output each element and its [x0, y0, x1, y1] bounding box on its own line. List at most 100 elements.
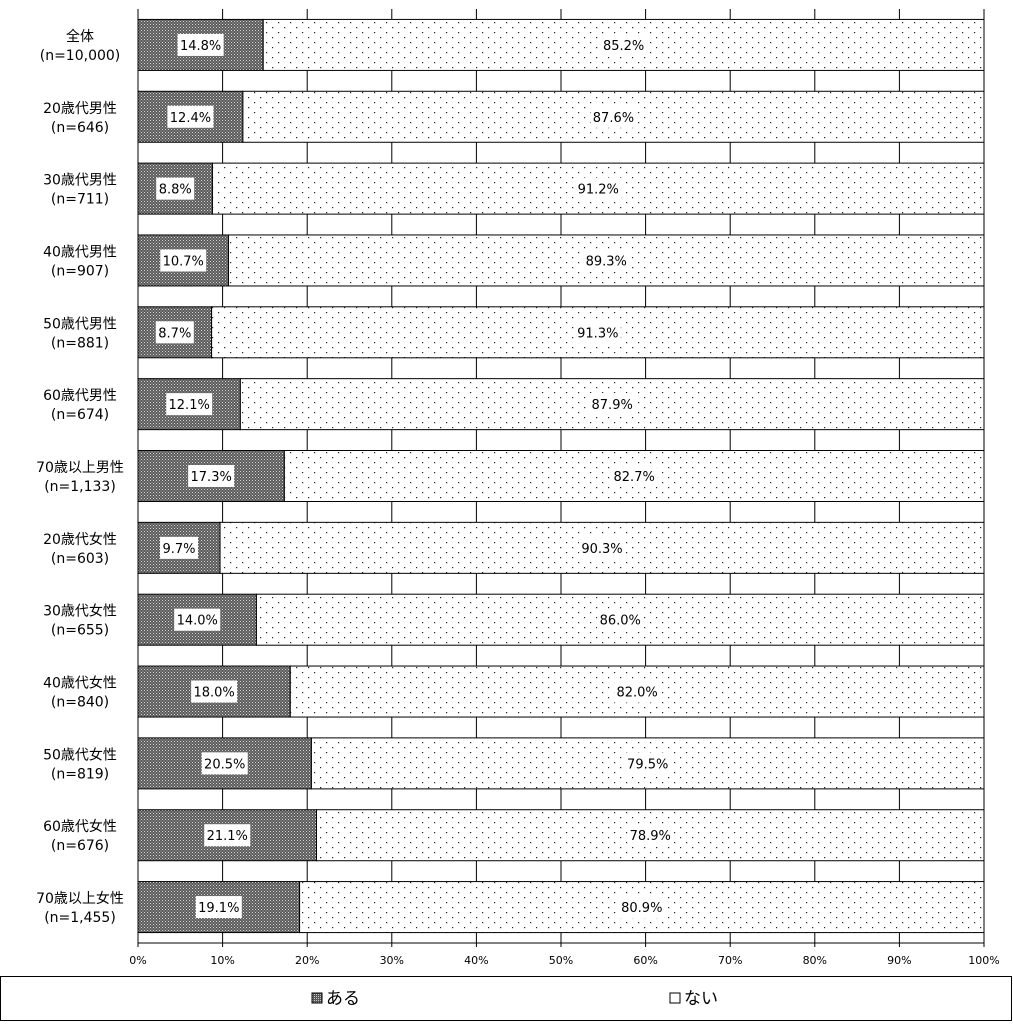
- x-tick-label: 40%: [464, 954, 488, 967]
- x-tick-label: 90%: [887, 954, 911, 967]
- category-n-label: (n=1,455): [44, 910, 116, 926]
- value-label-box: [597, 608, 644, 631]
- legend-box: [0, 976, 1012, 1021]
- value-label-nai: 86.0%: [600, 614, 641, 629]
- value-label-nai: 82.0%: [616, 686, 657, 701]
- category-n-label: (n=907): [51, 263, 109, 279]
- category-n-label: (n=655): [51, 623, 109, 639]
- value-label-box: [627, 824, 674, 847]
- x-tick-label: 20%: [295, 954, 319, 967]
- category-label: 50歳代女性: [43, 746, 117, 763]
- value-label-nai: 85.2%: [603, 39, 644, 54]
- value-label-aru: 12.4%: [170, 111, 211, 126]
- value-label-aru: 8.8%: [159, 183, 192, 198]
- category-labels: 全体 (n=10,000) 20歳代男性 (n=646) 30歳代男性 (n=711) 40…: [36, 28, 124, 926]
- value-label-nai: 87.6%: [593, 111, 634, 126]
- x-tick-label: 0%: [129, 954, 146, 967]
- category-label: 50歳代男性: [43, 316, 117, 332]
- x-axis: 0% 10% 20% 30% 40% 50% 60% 70% 80% 90% 100%: [129, 9, 1000, 967]
- value-label-box: [589, 393, 636, 416]
- value-label-box: [575, 177, 622, 200]
- value-label-nai: 91.2%: [578, 183, 619, 198]
- value-label-aru: 9.7%: [163, 542, 196, 557]
- value-label-box: [174, 608, 221, 631]
- category-n-label: (n=840): [51, 695, 109, 711]
- category-label: 30歳代女性: [43, 603, 117, 620]
- category-label: 全体: [66, 28, 94, 45]
- category-label: 60歳代女性: [43, 818, 117, 835]
- value-label-box: [618, 896, 665, 919]
- category-n-label: (n=676): [51, 838, 109, 854]
- value-label-box: [156, 177, 195, 200]
- value-label-box: [166, 393, 213, 416]
- category-label: 20歳代男性: [43, 101, 117, 117]
- value-label-aru: 20.5%: [204, 757, 245, 772]
- value-label-nai: 89.3%: [586, 254, 627, 269]
- value-label-box: [204, 824, 251, 847]
- x-tick-label: 50%: [549, 954, 573, 967]
- value-label-box: [611, 465, 658, 487]
- value-label-box: [160, 249, 207, 272]
- x-tick-label: 30%: [380, 954, 404, 967]
- value-label-box: [624, 752, 671, 775]
- value-label-nai: 79.5%: [627, 757, 668, 772]
- category-label: 30歳代男性: [43, 173, 117, 189]
- category-n-label: (n=1,133): [44, 479, 116, 495]
- value-label-box: [579, 536, 626, 559]
- value-label-aru: 17.3%: [191, 470, 232, 485]
- legend-swatch: [669, 992, 681, 1004]
- value-label-box: [600, 33, 647, 56]
- category-n-label: (n=674): [51, 407, 109, 423]
- value-label-nai: 87.9%: [592, 398, 633, 413]
- value-label-box: [195, 896, 242, 919]
- category-label: 70歳以上男性: [36, 460, 124, 476]
- value-label-aru: 19.1%: [198, 901, 239, 916]
- value-label-box: [177, 33, 224, 56]
- category-n-label: (n=10,000): [40, 48, 121, 64]
- x-tick-label: 70%: [718, 954, 742, 967]
- legend-item-aru: ある: [311, 989, 360, 1009]
- value-label-box: [188, 465, 235, 487]
- value-label-nai: 80.9%: [621, 901, 662, 916]
- legend-label: ない: [684, 989, 718, 1009]
- value-label-nai: 90.3%: [581, 542, 622, 557]
- value-label-aru: 12.1%: [169, 398, 210, 413]
- value-label-box: [583, 249, 630, 272]
- value-label-box: [590, 105, 637, 128]
- legend-item-nai: ない: [669, 989, 718, 1009]
- value-label-box: [191, 680, 238, 703]
- value-label-nai: 82.7%: [614, 470, 655, 485]
- value-label-box: [201, 752, 248, 775]
- category-label: 40歳代男性: [43, 244, 117, 260]
- value-label-aru: 14.8%: [180, 39, 221, 54]
- legend-label: ある: [326, 989, 360, 1009]
- value-label-box: [155, 321, 194, 344]
- value-label-box: [160, 536, 199, 559]
- value-label-box: [614, 680, 661, 703]
- legend-swatch: [311, 992, 323, 1004]
- category-label: 60歳代男性: [43, 388, 117, 404]
- x-tick-label: 80%: [803, 954, 827, 967]
- x-tick-label: 100%: [968, 954, 999, 967]
- value-label-aru: 14.0%: [177, 614, 218, 629]
- value-label-aru: 10.7%: [163, 254, 204, 269]
- value-label-aru: 18.0%: [193, 686, 234, 701]
- value-label-box: [167, 105, 214, 128]
- bars: 14.8% 85.2% 12.4% 87.6% 8.8% 91.2% 10.7% 89.3% 8…: [137, 18, 985, 934]
- legend: ある ない: [0, 976, 1012, 1021]
- value-label-aru: 21.1%: [207, 829, 248, 844]
- category-n-label: (n=711): [51, 192, 109, 208]
- category-label: 40歳代女性: [43, 675, 117, 692]
- value-label-nai: 78.9%: [630, 829, 671, 844]
- category-n-label: (n=819): [51, 766, 109, 782]
- x-tick-label: 10%: [210, 954, 234, 967]
- category-label: 70歳以上女性: [36, 890, 124, 907]
- category-n-label: (n=603): [51, 551, 109, 567]
- x-tick-label: 60%: [633, 954, 657, 967]
- value-label-nai: 91.3%: [577, 326, 618, 341]
- value-label-box: [574, 321, 621, 344]
- value-label-aru: 8.7%: [158, 326, 191, 341]
- category-label: 20歳代女性: [43, 531, 117, 548]
